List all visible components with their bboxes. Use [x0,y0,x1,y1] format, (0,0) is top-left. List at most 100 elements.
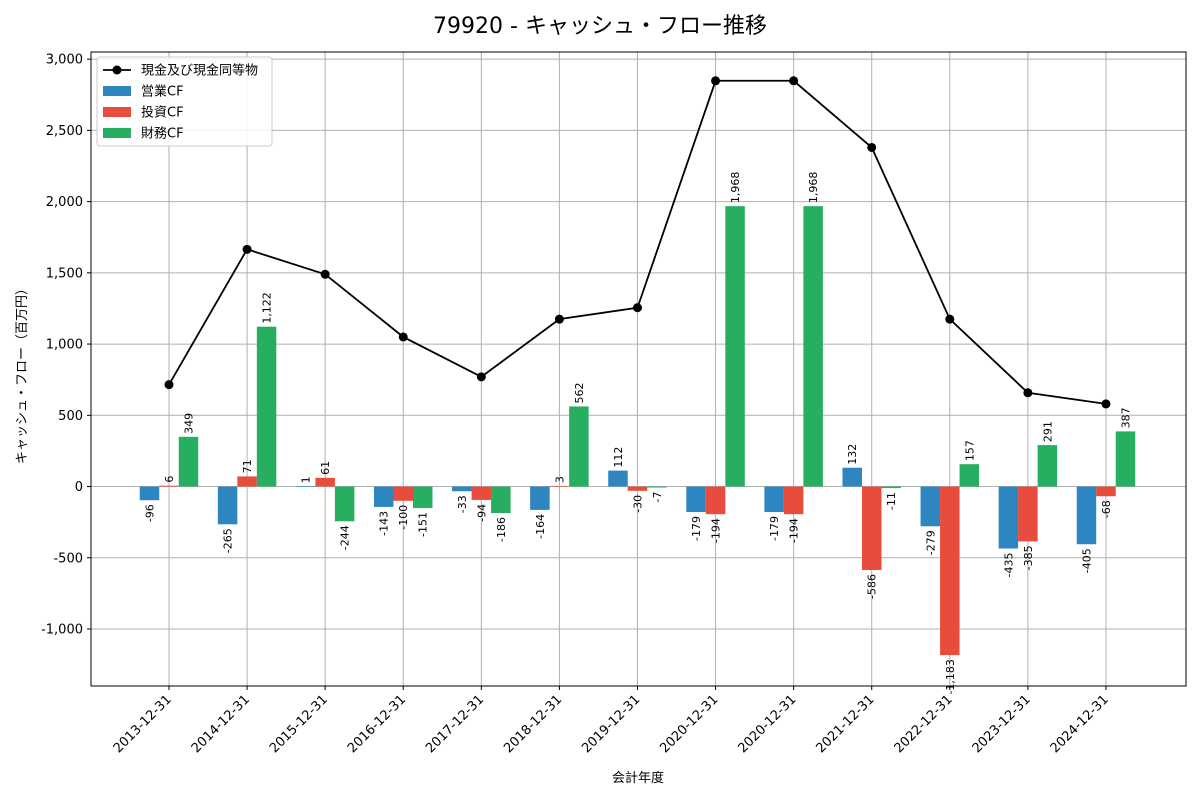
x-tick-label: 2024-12-31 [1048,692,1112,756]
bar [334,486,355,522]
bar [725,206,745,487]
bar-value-label: -30 [631,495,644,513]
bar-value-label: 6 [163,476,176,483]
bar [783,486,804,515]
bar-value-label: 1,122 [261,292,274,324]
bar [569,406,589,487]
bar-value-label: -244 [339,525,352,550]
bar [959,464,980,487]
bar-value-label: -179 [690,516,703,541]
bar-value-label: 61 [319,461,332,475]
bar [1037,445,1058,487]
bar-value-label: -385 [1022,545,1035,570]
bar [315,477,335,487]
y-axis-label: キャッシュ・フロー（百万円） [15,282,30,464]
legend-label: 財務CF [141,127,184,142]
cash-point [945,314,955,324]
legend-label: 現金及び現金同等物 [141,63,258,79]
bar [881,486,901,489]
bar-value-label: -7 [651,492,664,503]
line-layer [164,76,1111,409]
y-tick-label: 1,000 [46,338,83,353]
bar [491,486,511,514]
legend-marker [112,65,122,75]
bar-value-label: -68 [1100,500,1113,518]
bar [647,486,667,488]
cash-point [1101,399,1111,409]
cash-point [398,332,408,342]
bar-value-label: -96 [144,504,157,522]
bar-value-label: 132 [846,444,859,465]
bar [998,486,1019,549]
label-layer: -96 -265 1 -143 -33 -164 112 -179 -179 132 -279 -43… [144,172,1133,695]
bar-value-label: -279 [924,530,937,555]
y-tick-label: 2,500 [46,124,83,139]
bar-value-label: 157 [963,440,976,461]
bar-value-label: 3 [553,476,566,483]
bar-value-label: 112 [612,447,625,468]
x-tick-label: 2021-12-31 [814,692,878,756]
bar-value-label: -194 [710,518,723,543]
bar [471,486,492,500]
bar [1076,486,1097,545]
bar-value-label: -11 [885,492,898,510]
cash-point [476,372,486,382]
bar-value-label: 71 [241,459,254,473]
bar [373,486,394,507]
x-tick-label: 2018-12-31 [501,692,565,756]
bar-value-label: -586 [866,574,879,599]
bar-value-label: -1,183 [944,659,957,694]
chart-title: 79920 - キャッシュ・フロー推移 [433,14,767,39]
legend-label: 投資CF [141,105,184,121]
bar [1018,486,1038,542]
x-tick-label: 2020-12-31 [735,692,799,756]
bar [412,486,433,509]
legend-swatch [103,86,131,96]
y-tick-label: -500 [53,551,83,566]
y-tick-label: 2,000 [46,195,83,210]
legend-label: 営業CF [141,84,184,100]
bar [530,486,550,510]
bar [627,486,648,491]
bar [940,486,960,656]
x-tick-label: 2016-12-31 [345,692,409,756]
y-tick-label: -1,000 [41,623,83,638]
axes-layer: -1,000 -500 0 500 1,000 1,500 2,000 2,500 3,000 2… [41,51,1187,756]
x-tick-label: 2015-12-31 [267,692,331,756]
bar [237,476,257,487]
bar-value-label: 291 [1041,421,1054,442]
cash-point [867,142,877,152]
bar [295,486,316,487]
cash-point [164,380,174,390]
bar [686,486,706,513]
bar [256,326,277,487]
bar-value-label: 562 [573,382,586,403]
bar-value-label: 1 [300,476,313,483]
y-tick-label: 500 [58,409,83,424]
bar-value-label: -194 [788,518,801,543]
cash-point [789,76,799,86]
bar-value-label: -94 [475,504,488,522]
legend-box [96,56,273,147]
bar-value-label: -405 [1080,548,1093,573]
cash-point [554,314,564,324]
bar-layer [139,206,1136,656]
legend-swatch [103,107,131,117]
y-tick-label: 0 [75,480,83,495]
legend-swatch [103,128,131,138]
cash-point [632,303,642,313]
bar [549,486,570,487]
bar-value-label: -186 [495,517,508,542]
y-tick-label: 1,500 [46,266,83,281]
grid-layer [91,52,1186,686]
bar-value-label: -100 [397,505,410,530]
bar [452,486,472,492]
bar [178,436,199,487]
cash-point [1023,388,1033,398]
bar [764,486,784,513]
bar [1115,431,1136,487]
bar-value-label: -33 [456,495,469,513]
bar [842,467,862,487]
bar [139,486,160,501]
